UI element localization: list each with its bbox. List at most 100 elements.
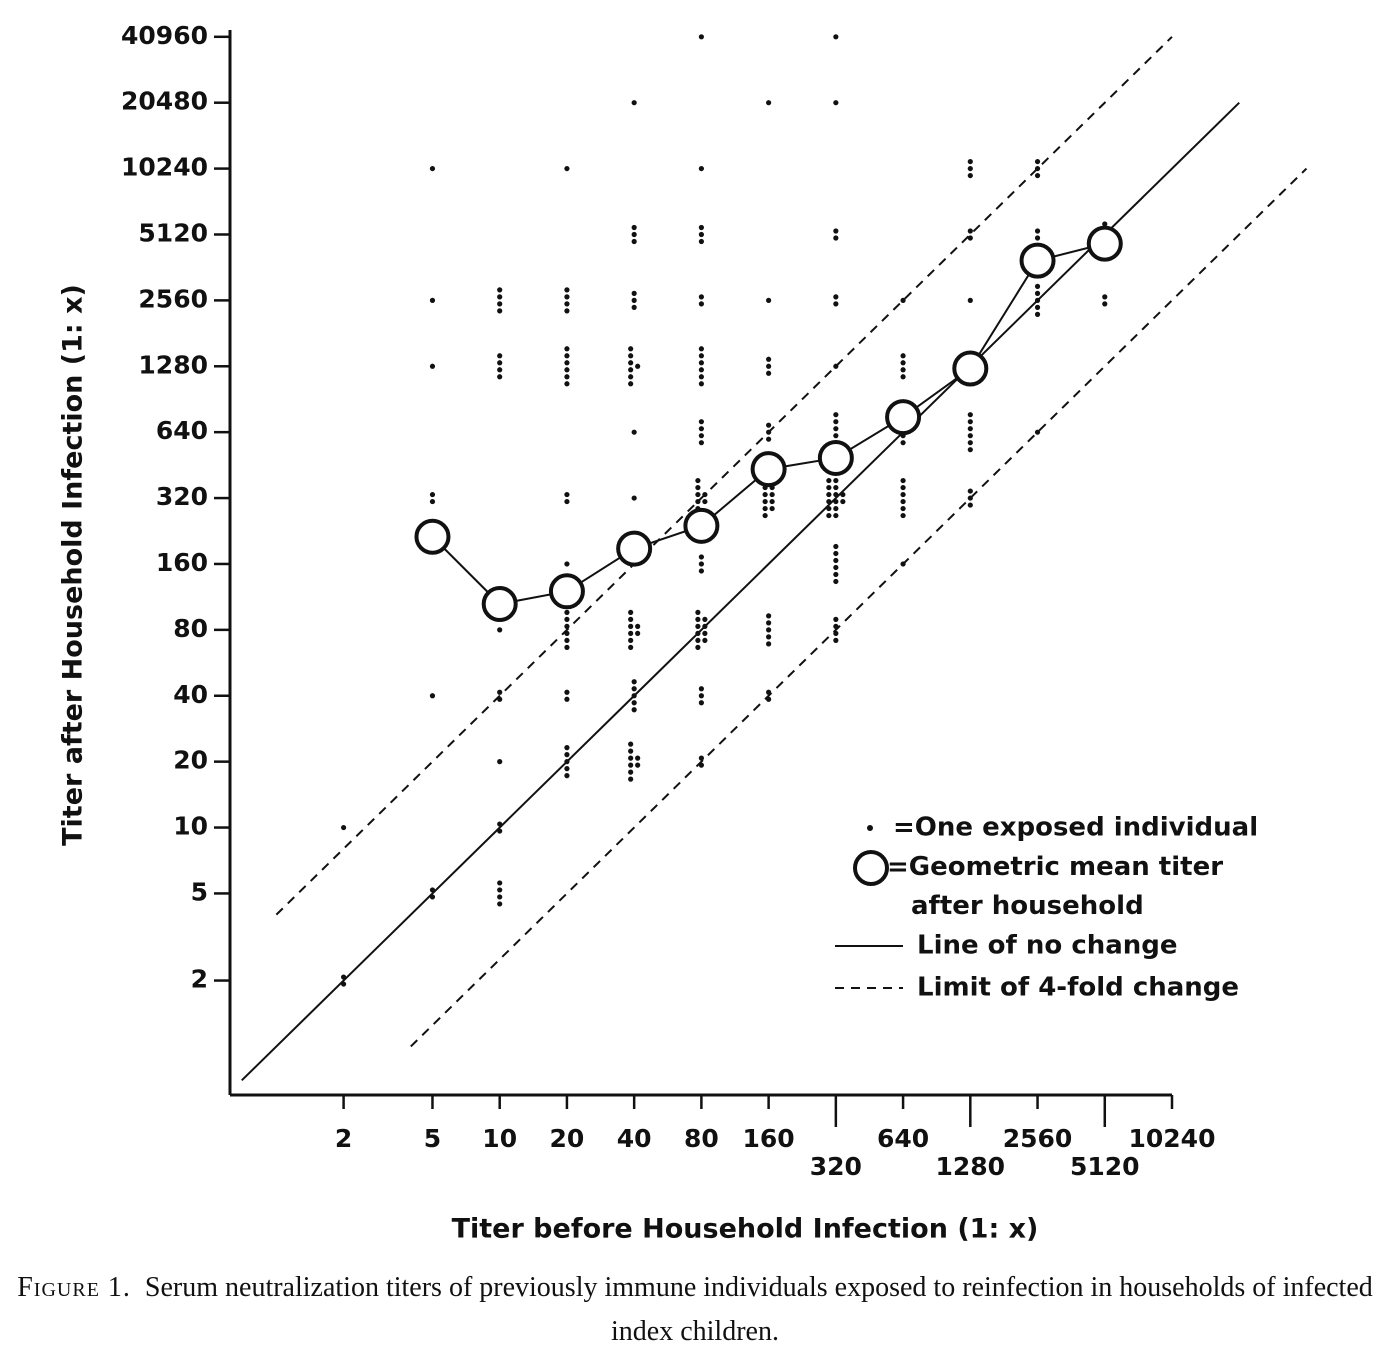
legend-label: Line of no change (917, 931, 1178, 961)
individual-dot (695, 609, 701, 615)
x-tick-label: 160 (743, 1124, 795, 1153)
individual-group (429, 297, 436, 303)
individual-dot (564, 308, 570, 314)
legend-dot (867, 825, 873, 831)
individual-dot (833, 623, 839, 629)
individual-dot (429, 491, 436, 498)
individual-dot (833, 34, 839, 40)
individual-dot (1034, 228, 1041, 234)
individual-dot (695, 630, 701, 636)
individual-dot (826, 491, 832, 498)
individual-dot (967, 297, 973, 303)
individual-group (564, 287, 570, 314)
individual-group (698, 554, 704, 574)
y-tick-label: 2560 (138, 284, 208, 313)
mean-marker (750, 451, 787, 488)
individual-dot (564, 301, 570, 307)
individual-dot (698, 360, 704, 366)
caption-box: Figure 1. Serum neutralization titers of… (17, 1272, 1373, 1347)
x-tick-label: 20 (550, 1124, 585, 1153)
individual-dot (1034, 311, 1041, 317)
individual-dot (631, 297, 637, 303)
individual-dot (833, 484, 839, 491)
individual-dot (564, 360, 570, 366)
individual-dot (766, 689, 772, 695)
individual-dot (766, 429, 772, 435)
individual-dot (900, 297, 906, 303)
individual-group (900, 297, 906, 303)
individual-group (497, 759, 503, 765)
individual-dot (762, 498, 768, 505)
individual-dot (698, 231, 704, 238)
individual-dot (826, 477, 832, 484)
individual-dot (698, 224, 704, 231)
individual-dot (698, 561, 704, 567)
x-axis-title: Titer before Household Infection (1: x) (452, 1214, 1039, 1245)
mean-marker (1019, 242, 1056, 279)
individual-dot (564, 346, 570, 352)
individual-dot (628, 623, 634, 629)
individual-group (1034, 429, 1041, 435)
individual-dot (628, 374, 634, 380)
individual-dot (564, 353, 570, 359)
individual-dot (766, 363, 772, 369)
individual-dot (833, 616, 839, 622)
individual-dot (967, 228, 973, 234)
individual-dot (564, 616, 570, 622)
mean-marker (817, 439, 854, 476)
individual-dot (766, 696, 772, 702)
individual-group (766, 356, 772, 376)
individual-dot (900, 477, 906, 484)
individual-dot (340, 981, 347, 987)
individual-dot (631, 679, 637, 685)
x-tick-label: 640 (877, 1124, 929, 1153)
individual-dot (631, 495, 637, 501)
mean-marker (414, 518, 451, 555)
individual-dot (698, 381, 704, 387)
individual-dot (702, 630, 708, 636)
individual-dot (564, 491, 570, 498)
y-tick-label: 5 (191, 877, 208, 906)
individual-dot (833, 301, 839, 307)
individual-group (967, 297, 973, 303)
individual-dot (833, 419, 839, 425)
individual-group (833, 616, 839, 643)
individual-group (564, 561, 570, 567)
individual-dot (695, 491, 701, 498)
individual-group (429, 491, 436, 505)
individual-group (564, 745, 570, 779)
individual-dot (967, 447, 973, 453)
individual-dot (628, 762, 634, 768)
individual-group (631, 429, 637, 435)
individual-dot (497, 301, 503, 307)
individual-dot (967, 235, 973, 241)
x-tick-label: 5120 (1070, 1152, 1140, 1181)
individual-dot (631, 100, 637, 106)
individual-dot (429, 894, 436, 900)
individual-dot (1102, 221, 1108, 227)
individual-dot (698, 238, 704, 245)
individual-group (429, 693, 436, 699)
individual-group (766, 100, 772, 106)
individual-group (833, 543, 839, 585)
individual-dot (631, 700, 637, 706)
individual-dot (497, 689, 503, 695)
y-tick-label: 20480 (121, 87, 208, 116)
individual-dot (635, 363, 641, 369)
individual-group (826, 477, 846, 519)
individual-dot (698, 440, 704, 446)
individual-dot (766, 100, 772, 106)
individual-dot (766, 627, 772, 633)
individual-group (698, 346, 704, 387)
legend-circle (853, 850, 889, 886)
individual-dot (766, 641, 772, 647)
y-tick-label: 40 (173, 680, 208, 709)
individual-dot (628, 637, 634, 643)
individual-dot (766, 422, 772, 428)
y-tick-label: 160 (156, 548, 208, 577)
individual-dot (497, 887, 503, 893)
individual-dot (497, 287, 503, 293)
caption-label: Figure 1. (17, 1272, 131, 1303)
legend-label: =One exposed individual (893, 813, 1258, 843)
individual-group (766, 613, 772, 647)
